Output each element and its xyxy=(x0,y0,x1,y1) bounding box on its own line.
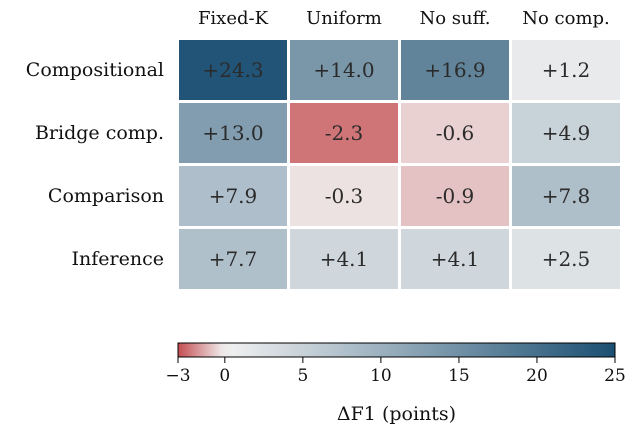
heatmap-cell xyxy=(401,166,509,226)
cell-value-label: +7.9 xyxy=(209,184,258,208)
cell-value-label: +13.0 xyxy=(202,121,263,145)
heatmap-cell xyxy=(512,166,620,226)
cell-value-label: +14.0 xyxy=(313,58,374,82)
cell-value-label: -0.9 xyxy=(436,184,475,208)
column-label: Uniform xyxy=(306,8,382,29)
row-label: Compositional xyxy=(26,59,164,81)
heatmap-cell xyxy=(179,103,287,163)
heatmap-cell xyxy=(401,229,509,289)
heatmap-cell xyxy=(290,166,398,226)
heatmap-cell xyxy=(401,103,509,163)
colorbar-tick-label: 0 xyxy=(219,366,230,386)
row-label: Inference xyxy=(72,248,164,270)
cell-value-label: -2.3 xyxy=(325,121,364,145)
colorbar-tick-label: 5 xyxy=(297,366,308,386)
heatmap-cell xyxy=(401,40,509,100)
heatmap-cell xyxy=(512,229,620,289)
cell-value-label: +7.8 xyxy=(542,184,591,208)
cell-value-label: +1.2 xyxy=(542,58,591,82)
cell-value-label: +2.5 xyxy=(542,247,591,271)
column-label: No comp. xyxy=(522,8,610,29)
heatmap-cell xyxy=(290,40,398,100)
heatmap-cell xyxy=(179,229,287,289)
row-label: Bridge comp. xyxy=(35,122,164,144)
colorbar-gradient xyxy=(177,342,616,358)
cell-value-label: +4.1 xyxy=(431,247,480,271)
column-label: No suff. xyxy=(419,8,490,29)
cell-value-label: +24.3 xyxy=(202,58,263,82)
column-labels: Fixed-K Uniform No suff. No comp. xyxy=(198,8,610,29)
heatmap-cell xyxy=(179,166,287,226)
heatmap-cell xyxy=(290,229,398,289)
colorbar-tick-label: 15 xyxy=(448,366,470,386)
cell-value-label: +4.1 xyxy=(320,247,369,271)
heatmap-cell xyxy=(512,40,620,100)
colorbar-tick-label: 10 xyxy=(370,366,392,386)
colorbar-tick-label: −3 xyxy=(165,366,190,386)
colorbar: −3 0 5 10 15 20 25 ΔF1 (points) xyxy=(165,342,626,425)
cell-value-label: +7.7 xyxy=(209,247,258,271)
row-labels: Compositional Bridge comp. Comparison Infer… xyxy=(26,59,164,270)
cell-value-label: -0.3 xyxy=(325,184,364,208)
heatmap-cell xyxy=(512,103,620,163)
colorbar-tick-label: 20 xyxy=(526,366,548,386)
row-label: Comparison xyxy=(48,185,164,207)
heatmap-cells: +24.3 +14.0 +16.9 +1.2 +13.0 -2.3 -0.6 +4.9 +7.9… xyxy=(179,40,620,289)
cell-value-label: +16.9 xyxy=(424,58,485,82)
colorbar-title: ΔF1 (points) xyxy=(337,403,456,425)
cell-value-label: +4.9 xyxy=(542,121,591,145)
heatmap-cell xyxy=(290,103,398,163)
colorbar-tick-label: 25 xyxy=(604,366,626,386)
heatmap-cell xyxy=(179,40,287,100)
column-label: Fixed-K xyxy=(198,8,269,29)
cell-value-label: -0.6 xyxy=(436,121,475,145)
